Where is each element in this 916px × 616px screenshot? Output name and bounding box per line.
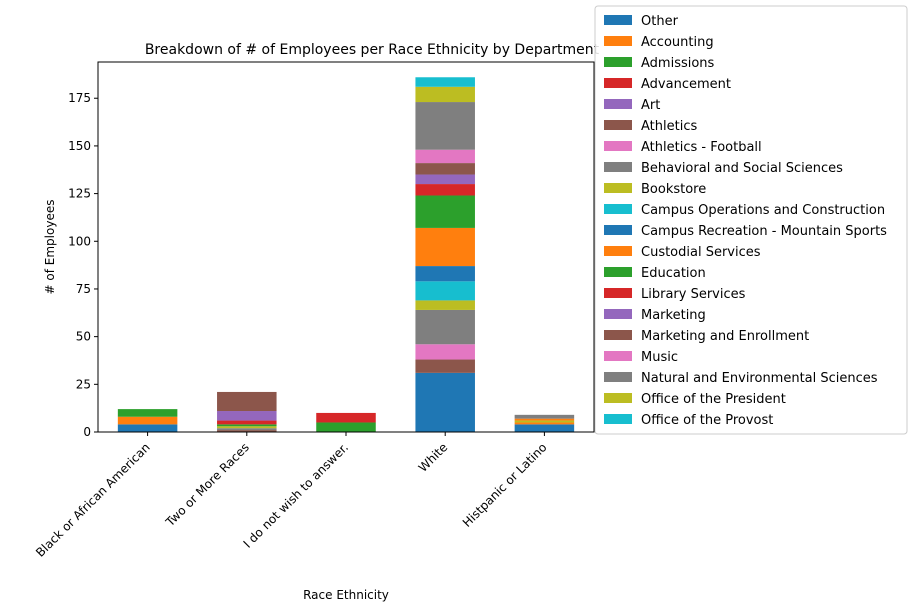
- legend-swatch: [604, 393, 632, 403]
- bar-segment: [415, 184, 475, 196]
- legend-label: Marketing: [641, 308, 706, 323]
- y-tick-label: 100: [68, 234, 91, 248]
- bar-segment: [415, 227, 475, 267]
- legend-label: Advancement: [641, 77, 731, 92]
- bar-segment: [217, 426, 277, 429]
- y-axis-label: # of Employees: [43, 200, 57, 295]
- y-tick-label: 50: [76, 330, 91, 344]
- x-tick-label: Histpanic or Latino: [460, 440, 550, 530]
- bar-segment: [117, 416, 178, 425]
- bar-segment: [415, 300, 475, 310]
- bar-segment: [415, 195, 475, 228]
- bar-segment: [415, 149, 475, 164]
- legend-swatch: [604, 141, 632, 151]
- legend-label: Office of the Provost: [641, 413, 773, 428]
- legend-swatch: [604, 288, 632, 298]
- legend-box: [594, 5, 908, 435]
- bar-segment: [217, 430, 277, 432]
- legend-swatch: [604, 204, 632, 214]
- bar-segment: [217, 428, 277, 431]
- y-tick-label: 75: [76, 282, 91, 296]
- legend-swatch: [604, 414, 632, 424]
- legend-label: Campus Recreation - Mountain Sports: [641, 224, 887, 239]
- x-tick-label: I do not wish to answer.: [241, 440, 352, 551]
- x-axis-label: Race Ethnicity: [303, 588, 389, 602]
- bar-segment: [316, 412, 376, 423]
- bar-segment: [514, 414, 575, 419]
- legend-label: Accounting: [641, 35, 714, 50]
- bar-segment: [514, 422, 575, 425]
- legend: Other Accounting Admissions Advancement Art A…: [594, 5, 908, 435]
- bar-segment: [415, 86, 475, 103]
- legend-swatch: [604, 330, 632, 340]
- bar-segment: [415, 281, 475, 301]
- legend-label: Natural and Environmental Sciences: [641, 371, 878, 386]
- y-tick-label: 175: [68, 91, 91, 105]
- legend-label: Admissions: [641, 56, 715, 71]
- x-tick-label: Two or More Races: [162, 440, 252, 530]
- bar-segment: [415, 359, 475, 373]
- legend-label: Custodial Services: [641, 245, 761, 260]
- bar-segment: [217, 411, 277, 421]
- legend-swatch: [604, 225, 632, 235]
- bar-segment: [217, 391, 277, 412]
- legend-label: Athletics: [641, 119, 697, 134]
- y-tick-label: 25: [76, 377, 91, 391]
- legend-swatch: [604, 351, 632, 361]
- legend-label: Athletics - Football: [641, 140, 762, 155]
- legend-swatch: [604, 15, 632, 25]
- bar-segment: [415, 266, 475, 282]
- bar-segment: [117, 409, 178, 417]
- bar-segment: [415, 163, 475, 175]
- legend-swatch: [604, 267, 632, 277]
- bars-layer: [117, 77, 575, 432]
- legend-label: Art: [641, 98, 660, 113]
- legend-swatch: [604, 372, 632, 382]
- bar-segment: [217, 424, 277, 427]
- bar-segment: [514, 418, 575, 421]
- legend-label: Music: [641, 350, 678, 365]
- bar-segment: [415, 372, 475, 432]
- bar-segment: [514, 424, 575, 432]
- legend-swatch: [604, 183, 632, 193]
- bar-segment: [217, 420, 277, 425]
- legend-swatch: [604, 78, 632, 88]
- y-tick-label: 150: [68, 139, 91, 153]
- legend-label: Education: [641, 266, 706, 281]
- legend-label: Bookstore: [641, 182, 706, 197]
- legend-swatch: [604, 120, 632, 130]
- legend-swatch: [604, 57, 632, 67]
- x-tick-label: White: [416, 440, 451, 475]
- legend-swatch: [604, 309, 632, 319]
- bar-segment: [415, 77, 475, 87]
- legend-label: Other: [641, 14, 679, 29]
- legend-swatch: [604, 162, 632, 172]
- plot-frame: [97, 61, 595, 433]
- legend-label: Campus Operations and Construction: [641, 203, 885, 218]
- legend-swatch: [604, 36, 632, 46]
- y-tick-label: 0: [83, 425, 91, 439]
- legend-label: Marketing and Enrollment: [641, 329, 809, 344]
- bar-segment: [316, 422, 376, 432]
- bar-segment: [415, 174, 475, 185]
- y-axis: 0 25 50 75 100 125 150 175: [68, 91, 98, 439]
- legend-label: Behavioral and Social Sciences: [641, 161, 843, 176]
- x-axis: Black or African American Two or More Rac…: [33, 432, 550, 560]
- bar-segment: [415, 309, 475, 345]
- legend-label: Office of the President: [641, 392, 786, 407]
- legend-swatch: [604, 99, 632, 109]
- bar-segment: [117, 424, 178, 432]
- y-tick-label: 125: [68, 187, 91, 201]
- x-tick-label: Black or African American: [33, 440, 153, 560]
- legend-label: Library Services: [641, 287, 746, 302]
- bar-segment: [514, 420, 575, 423]
- chart-title: Breakdown of # of Employees per Race Eth…: [145, 42, 600, 58]
- bar-segment: [415, 344, 475, 360]
- legend-swatch: [604, 246, 632, 256]
- bar-segment: [415, 102, 475, 150]
